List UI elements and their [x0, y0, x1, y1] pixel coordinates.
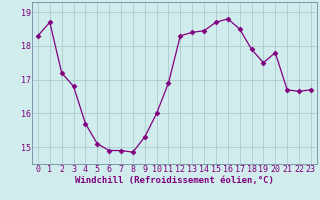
- X-axis label: Windchill (Refroidissement éolien,°C): Windchill (Refroidissement éolien,°C): [75, 176, 274, 185]
